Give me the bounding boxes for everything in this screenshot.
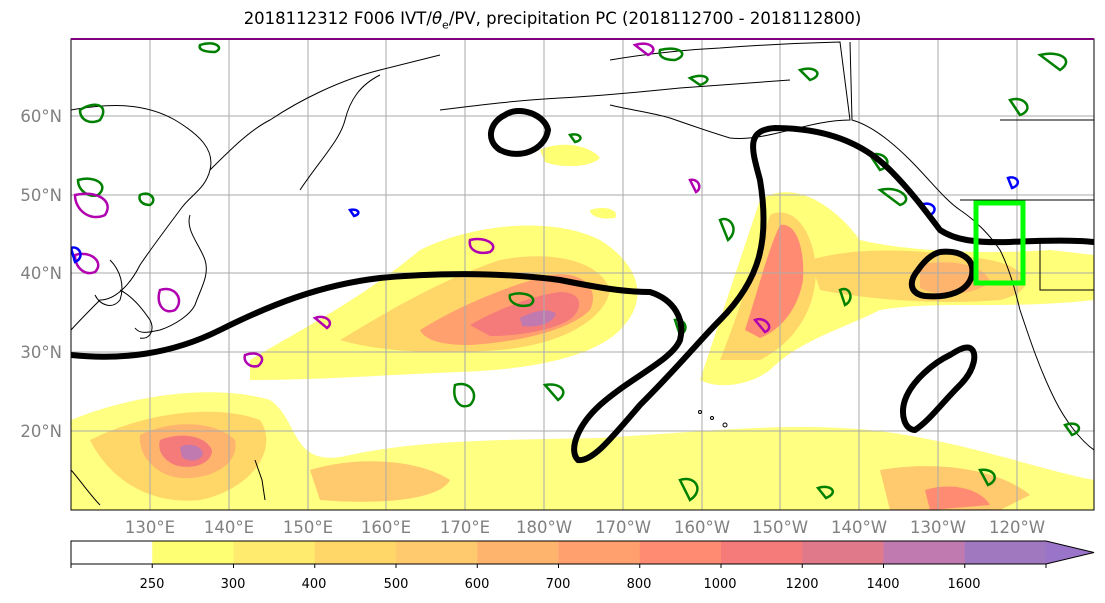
lon-label-160e: 160°E: [361, 518, 411, 537]
colorbar-label: 600: [465, 577, 490, 592]
pv-contours: [71, 42, 1081, 502]
graticule: [71, 39, 1094, 510]
colorbar-label: 1400: [866, 577, 899, 592]
colorbar-label: 1200: [785, 577, 818, 592]
pv-green-contours: [76, 42, 1081, 502]
lon-label-120w: 120°W: [989, 518, 1045, 537]
colorbar-label: 250: [140, 577, 165, 592]
latitude-labels: 60°N 50°N 40°N 30°N 20°N: [20, 107, 62, 441]
colorbar-segments: [71, 541, 1094, 564]
colorbar-label: 800: [627, 577, 652, 592]
colorbar-ticks: [70, 564, 1047, 568]
title-prefix: 2018112312 F006 IVT/: [243, 9, 432, 28]
lon-label-130e: 130°E: [125, 518, 175, 537]
colorbar-label: 1000: [703, 577, 736, 592]
colorbar-label: 1600: [947, 577, 980, 592]
colorbar: 250 300 400 500 600 700 800 1000 1200 14…: [70, 540, 1095, 592]
theta-e-main-contour: [71, 125, 1094, 464]
colorbar-label: 500: [384, 577, 409, 592]
colorbar-label: 300: [221, 577, 246, 592]
ivt-shading: [71, 144, 1094, 510]
colorbar-segment: [314, 541, 397, 564]
lon-label-170w: 170°W: [595, 518, 651, 537]
colorbar-segment: [477, 541, 559, 564]
title-theta-sub: e: [442, 18, 449, 32]
colorbar-segment: [71, 541, 153, 564]
lon-label-140w: 140°W: [831, 518, 887, 537]
lat-label-60n: 60°N: [20, 107, 62, 126]
longitude-labels: 130°E 140°E 150°E 160°E 170°E 180°W 170°…: [125, 518, 1045, 537]
colorbar-segment: [964, 541, 1047, 564]
colorbar-segment: [883, 541, 966, 564]
lat-label-20n: 20°N: [20, 422, 62, 441]
lon-label-150e: 150°E: [283, 518, 333, 537]
lon-label-170e: 170°E: [440, 518, 490, 537]
lat-label-40n: 40°N: [20, 264, 62, 283]
colorbar-segment: [396, 541, 478, 564]
colorbar-segment: [233, 541, 316, 564]
colorbar-extend-arrow: [1046, 541, 1094, 564]
colorbar-label: 700: [546, 577, 571, 592]
title-suffix: /PV, precipitation PC (2018112700 - 2018…: [448, 9, 862, 28]
theta-e-north-loop: [488, 108, 551, 157]
colorbar-segment: [802, 541, 884, 564]
lat-label-30n: 30°N: [20, 343, 62, 362]
colorbar-label: 400: [302, 577, 327, 592]
pv-magenta-contours: [73, 42, 771, 368]
coastlines: [71, 41, 1094, 506]
title-theta: θ: [431, 9, 443, 28]
lon-label-160w: 160°W: [674, 518, 730, 537]
theta-e-east-loop: [900, 344, 978, 433]
theta-e-contours: [71, 108, 1094, 464]
theta-e-coast-loop: [908, 248, 976, 300]
colorbar-outline: [70, 540, 1095, 565]
lon-label-140e: 140°E: [204, 518, 254, 537]
colorbar-segment: [639, 541, 722, 564]
lon-label-180w: 180°W: [516, 518, 572, 537]
lon-label-150w: 150°W: [752, 518, 808, 537]
map-title: 2018112312 F006 IVT/θe/PV, precipitation…: [0, 9, 1105, 31]
lat-label-50n: 50°N: [20, 186, 62, 205]
target-region-box: [973, 200, 1026, 286]
lon-label-130w: 130°W: [910, 518, 966, 537]
colorbar-segment: [152, 541, 234, 564]
colorbar-labels: 250 300 400 500 600 700 800 1000 1200 14…: [140, 577, 981, 592]
colorbar-segment: [558, 541, 641, 564]
colorbar-segment: [721, 541, 803, 564]
